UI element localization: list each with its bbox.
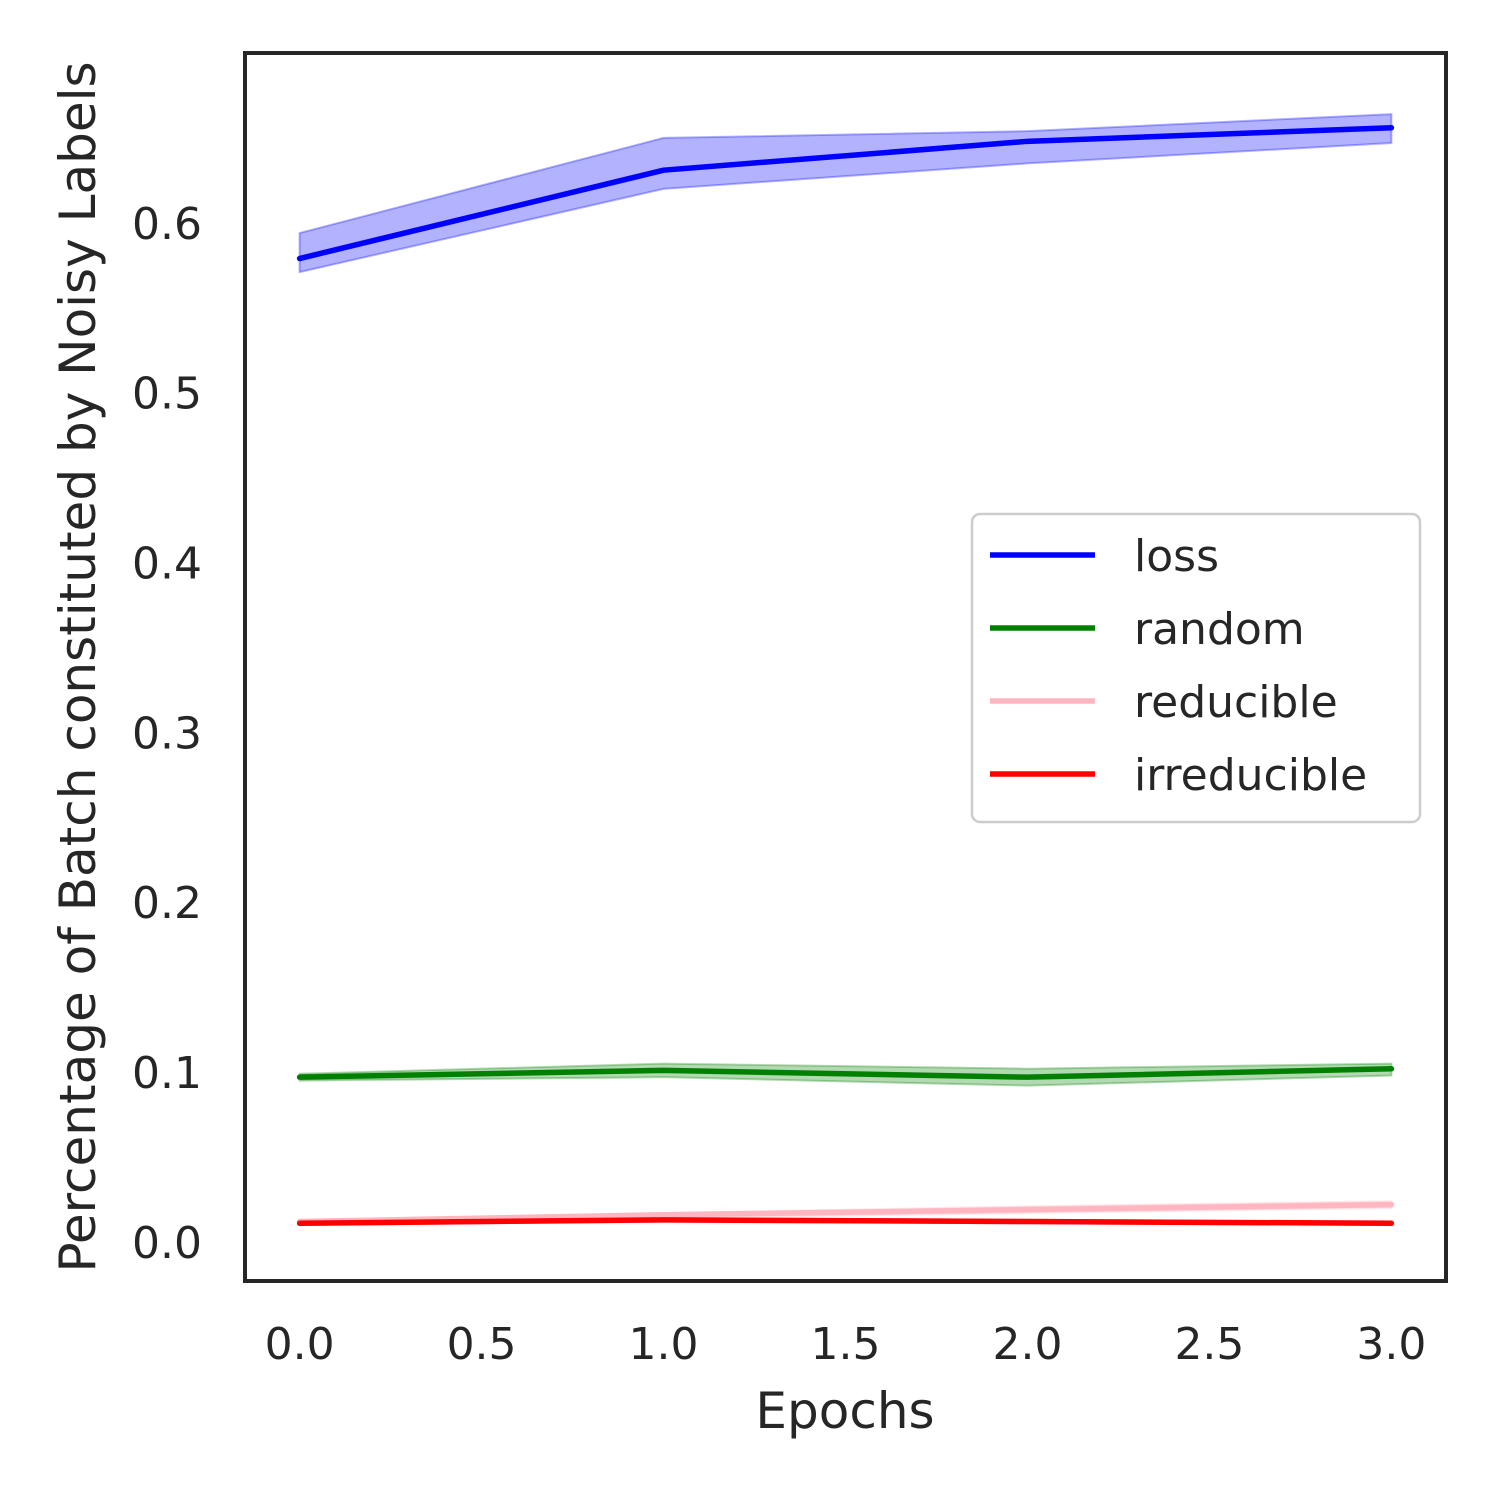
legend-label-loss: loss (1134, 531, 1219, 582)
x-tick-label: 1.5 (811, 1319, 881, 1370)
plot-frame (243, 51, 1448, 1283)
line-irreducible (296, 1217, 1395, 1227)
y-tick-label: 0.3 (132, 708, 202, 759)
y-tick-label: 0.5 (132, 369, 202, 420)
legend-items: loss random reducible irreducible (990, 531, 1367, 801)
x-tick-labels: 0.0 0.5 1.0 1.5 2.0 2.5 3.0 (265, 1319, 1427, 1370)
legend-label-irreducible: irreducible (1134, 750, 1367, 801)
x-tick-label: 2.5 (1174, 1319, 1244, 1370)
band-loss (298, 113, 1393, 274)
x-tick-label: 0.5 (447, 1319, 517, 1370)
x-tick-label: 0.0 (265, 1319, 335, 1370)
line-reducible (296, 1201, 1395, 1225)
x-tick-label: 2.0 (992, 1319, 1062, 1370)
x-tick-label: 3.0 (1356, 1319, 1426, 1370)
y-tick-label: 0.0 (132, 1218, 202, 1269)
legend: loss random reducible irreducible (970, 512, 1422, 824)
legend-box (970, 512, 1422, 824)
x-tick-label: 1.0 (629, 1319, 699, 1370)
y-tick-label: 0.6 (132, 199, 202, 250)
y-tick-label: 0.4 (132, 539, 202, 590)
y-tick-label: 0.1 (132, 1048, 202, 1099)
y-axis-label: Percentage of Batch constituted by Noisy… (49, 61, 107, 1272)
x-axis-label: Epochs (755, 1382, 934, 1440)
legend-label-reducible: reducible (1134, 677, 1338, 728)
legend-label-random: random (1134, 604, 1305, 655)
line-loss (296, 124, 1395, 262)
y-tick-label: 0.2 (132, 878, 202, 929)
line-random (296, 1065, 1395, 1080)
series-lines (296, 124, 1395, 1227)
y-tick-labels: 0.0 0.1 0.2 0.3 0.4 0.5 0.6 (132, 199, 202, 1269)
